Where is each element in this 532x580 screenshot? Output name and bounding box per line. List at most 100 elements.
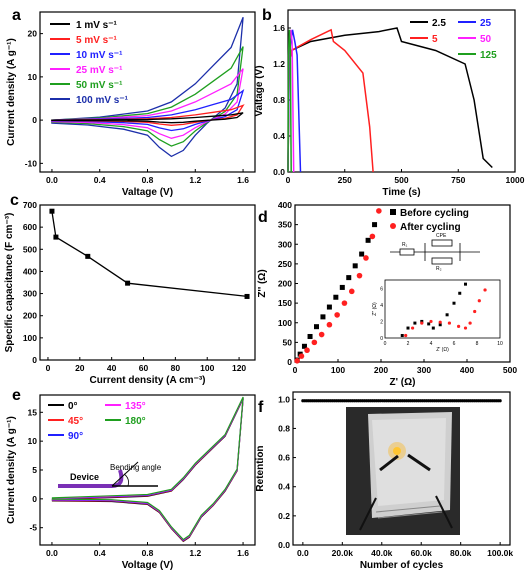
data-point — [376, 208, 382, 214]
panel-letter: e — [12, 387, 21, 404]
y-tick-label: 300 — [278, 239, 292, 249]
x-tick-label: 40.0k — [371, 548, 393, 558]
x-tick-label: 1.2 — [189, 175, 201, 185]
y-tick-label: 0.2 — [278, 511, 290, 521]
y-tick-label: 400 — [23, 266, 37, 276]
x-tick-label: 80 — [171, 363, 181, 373]
series-line — [287, 27, 493, 173]
lead-wire — [435, 495, 453, 529]
inset-plot: 0 2 4 6 8 10 0 2 4 6 Z' (Ω) Z'' (Ω) — [372, 279, 503, 353]
legend-label: 1 mV s⁻¹ — [76, 20, 118, 31]
inset-point — [431, 326, 435, 330]
legend-label: Before cycling — [400, 208, 469, 219]
y-tick-label: 700 — [23, 200, 37, 210]
data-point — [341, 300, 348, 306]
legend-label: 180° — [125, 416, 146, 427]
panel-letter: a — [12, 7, 21, 24]
inset-angle-label: Bending angle — [110, 463, 162, 472]
inset-x-tick: 2 — [407, 341, 410, 347]
x-tick-label: 1000 — [506, 175, 525, 185]
x-axis-label: Current density (A cm⁻³) — [89, 375, 205, 386]
cpe-element — [431, 239, 453, 247]
y-axis-label: Retention — [255, 445, 266, 491]
clip-wire — [379, 454, 399, 472]
inset-point — [458, 291, 462, 295]
data-point — [356, 272, 363, 279]
inset-point — [406, 326, 410, 330]
y-tick-label: 1.2 — [273, 59, 285, 69]
y-axis-label: Z'' (Ω) — [257, 269, 268, 297]
y-tick-label: 0 — [32, 494, 37, 504]
x-axis-label: Valtage (V) — [122, 187, 173, 198]
y-tick-label: 500 — [23, 244, 37, 254]
inset-point — [404, 333, 408, 338]
legend-label: 25 — [480, 18, 492, 29]
y-tick-label: 0.8 — [273, 95, 285, 105]
y-tick-label: 0.8 — [278, 423, 290, 433]
x-tick-label: 750 — [451, 175, 465, 185]
legend-label: 0° — [68, 401, 78, 412]
data-point — [369, 233, 376, 240]
data-point — [333, 294, 339, 300]
y-tick-label: 0 — [287, 357, 292, 367]
panel-f: 0.0 20.0k 40.0k 60.0k 80.0k 100.0k 0.0 0.2 0.4 0.… — [255, 391, 513, 571]
data-point — [372, 222, 378, 228]
series-line — [51, 211, 248, 298]
inset-point — [445, 313, 449, 317]
circuit-label: R₁ — [402, 242, 408, 248]
y-axis-label: Current density (A g⁻¹) — [6, 38, 17, 146]
x-tick-label: 0.0 — [46, 175, 58, 185]
series-line — [287, 28, 374, 173]
inset-point — [457, 324, 461, 328]
data-point — [85, 253, 91, 259]
x-tick-label: 0.4 — [94, 175, 106, 185]
inset-point — [420, 321, 424, 325]
legend-label: 50 — [480, 34, 492, 45]
x-tick-label: 0 — [46, 363, 51, 373]
inset-point — [413, 321, 417, 325]
photo-inset — [346, 407, 460, 535]
panel-a: 0.0 0.4 0.8 1.2 1.6 -10 0 10 20 Valtage (V) Curren… — [6, 11, 256, 198]
x-tick-label: 1.6 — [237, 175, 249, 185]
data-point — [53, 234, 59, 240]
inset-x-tick: 8 — [476, 341, 479, 347]
device-layer — [377, 511, 443, 519]
inset-point — [477, 299, 481, 303]
x-tick-label: 0 — [293, 365, 298, 375]
y-tick-label: 600 — [23, 222, 37, 232]
y-tick-label: 350 — [278, 220, 292, 230]
y-tick-label: 0 — [32, 115, 37, 125]
legend-label: 90° — [68, 431, 83, 442]
inset-point — [400, 334, 404, 338]
device-layer — [375, 505, 441, 513]
x-tick-label: 400 — [460, 365, 474, 375]
x-tick-label: 0.4 — [94, 548, 106, 558]
legend-label: 2.5 — [432, 18, 446, 29]
inset-point — [411, 326, 415, 330]
panel-d: 0 100 200 300 400 500050100150200250300350400… — [257, 200, 517, 388]
series-line — [51, 396, 244, 541]
y-tick-label: 5 — [32, 465, 37, 475]
data-point — [498, 399, 502, 403]
x-tick-label: 20 — [75, 363, 85, 373]
series-line — [287, 29, 292, 173]
y-tick-label: 20 — [28, 29, 38, 39]
legend-marker — [390, 209, 396, 215]
angle-line — [111, 461, 139, 487]
data-point — [339, 284, 345, 290]
y-tick-label: 0.4 — [278, 482, 290, 492]
lead-wire — [359, 497, 377, 531]
inset-point — [427, 322, 431, 326]
x-tick-label: 0 — [286, 175, 291, 185]
x-tick-label: 80.0k — [450, 548, 472, 558]
y-tick-label: 50 — [283, 337, 293, 347]
x-tick-label: 120 — [232, 363, 246, 373]
inset-x-tick: 0 — [384, 341, 387, 347]
data-point — [352, 263, 358, 269]
data-point — [307, 333, 313, 339]
x-tick-label: 40 — [107, 363, 117, 373]
y-tick-label: 0.0 — [278, 540, 290, 550]
panel-letter: c — [10, 192, 19, 209]
data-point — [348, 288, 355, 295]
